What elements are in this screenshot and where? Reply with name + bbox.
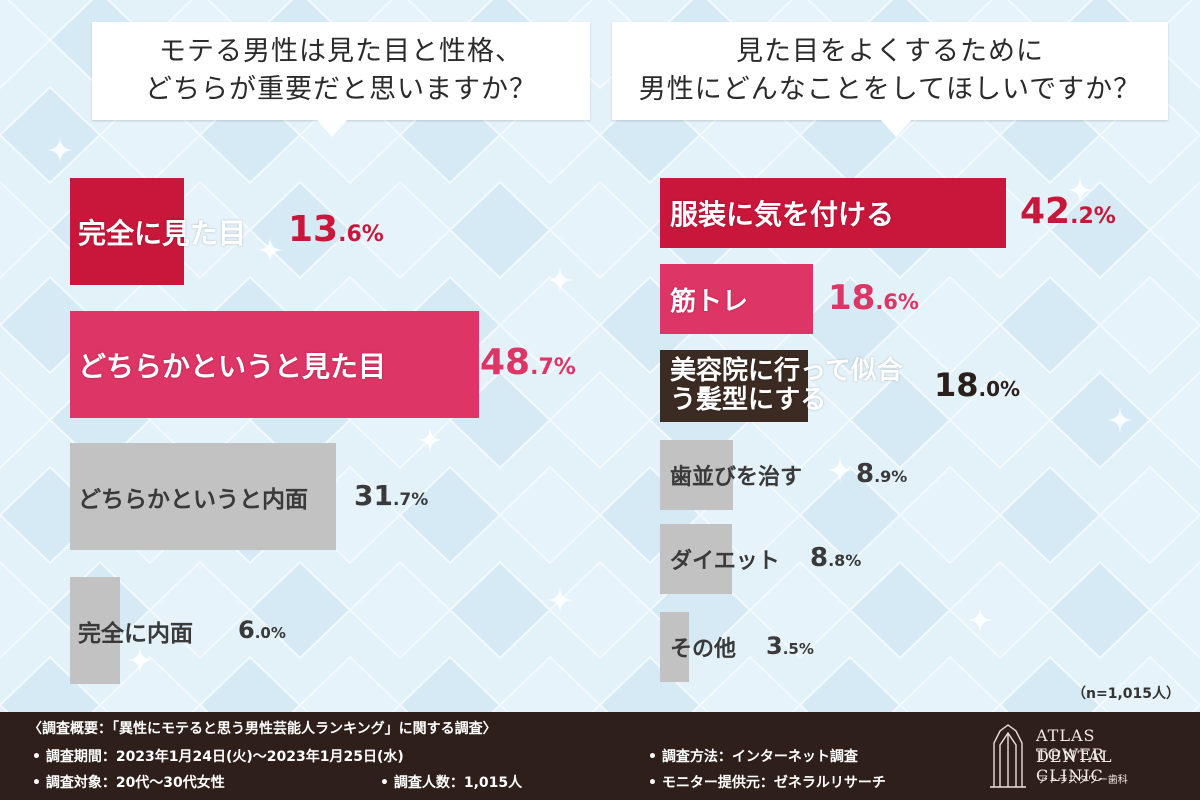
- clinic-tower-icon: [990, 724, 1026, 788]
- monitor-provider: • モニター提供元：ゼネラルリサーチ: [648, 775, 886, 791]
- bar-value-label: 31.7%: [354, 479, 429, 513]
- bar-label: ダイエット: [670, 549, 780, 574]
- survey-footer: 〈調査概要：「異性にモテると思う男性芸能人ランキング」に関する調査〉 • 調査期…: [0, 712, 1200, 800]
- bar: [660, 440, 733, 510]
- bar-label: どちらかというと内面: [78, 486, 308, 513]
- right-question-bubble: 見た目をよくするために 男性にどんなことをしてほしいですか？: [612, 22, 1168, 120]
- bar-label: どちらかというと見た目: [78, 349, 387, 383]
- clinic-name-line1: ATLAS TOWER: [1036, 726, 1105, 764]
- bar: [70, 311, 479, 418]
- left-question-line2: どちらが重要だと思いますか？: [145, 74, 537, 105]
- clinic-name-line2: DENTAL CLINIC: [1036, 747, 1113, 785]
- bar: [660, 612, 689, 682]
- right-bubble-tail: [880, 119, 912, 137]
- bar-value-label: 8.8%: [810, 542, 862, 573]
- bar-label: 完全に見た目: [78, 216, 247, 250]
- clinic-logo: ATLAS TOWER DENTAL CLINIC アトラスタワー歯科: [986, 718, 1166, 794]
- bar-value-label: 8.9%: [856, 458, 908, 489]
- bar: [70, 577, 120, 684]
- bar: [660, 350, 808, 422]
- chart-area: モテる男性は見た目と性格、 どちらが重要だと思いますか？ 見た目をよくするために…: [0, 0, 1200, 712]
- bar: [660, 524, 732, 594]
- bar-label: 服装に気を付ける: [670, 198, 895, 231]
- bar-label: 完全に内面: [78, 620, 193, 647]
- bar-value-label: 42.2%: [1020, 190, 1116, 232]
- bar-label: 筋トレ: [670, 286, 749, 317]
- survey-target: • 調査対象：20代〜30代女性: [32, 775, 225, 791]
- bar: [660, 264, 813, 334]
- bar-label: その他: [670, 637, 737, 662]
- bar-label: 美容院に行って似合う髪型にする: [670, 356, 903, 415]
- right-question-line1: 見た目をよくするために: [735, 36, 1044, 67]
- bar-value-label: 13.6%: [288, 209, 384, 251]
- left-question-bubble: モテる男性は見た目と性格、 どちらが重要だと思いますか？: [92, 22, 590, 120]
- right-question-line2: 男性にどんなことをしてほしいですか？: [638, 74, 1142, 105]
- clinic-kana: アトラスタワー歯科: [1038, 775, 1128, 786]
- bar-value-label: 18.6%: [828, 277, 919, 318]
- bar-value-label: 48.7%: [480, 342, 576, 384]
- bar-value-label: 6.0%: [238, 615, 286, 644]
- left-question-line1: モテる男性は見た目と性格、: [159, 36, 523, 67]
- bar-label: 歯並びを治す: [670, 465, 803, 490]
- survey-overview: 〈調査概要：「異性にモテると思う男性芸能人ランキング」に関する調査〉: [28, 721, 497, 737]
- bar: [660, 178, 1006, 248]
- bar-value-label: 3.5%: [766, 632, 814, 661]
- survey-period: • 調査期間：2023年1月24日(火)〜2023年1月25日(水): [32, 749, 404, 765]
- sample-size-note: （n=1,015人）: [1072, 686, 1180, 702]
- survey-method: • 調査方法：インターネット調査: [648, 749, 858, 765]
- bar: [70, 443, 336, 550]
- left-bubble-tail: [316, 119, 348, 137]
- bar-value-label: 18.0%: [934, 366, 1021, 405]
- bar: [70, 178, 184, 285]
- survey-count: • 調査人数：1,015人: [380, 775, 523, 791]
